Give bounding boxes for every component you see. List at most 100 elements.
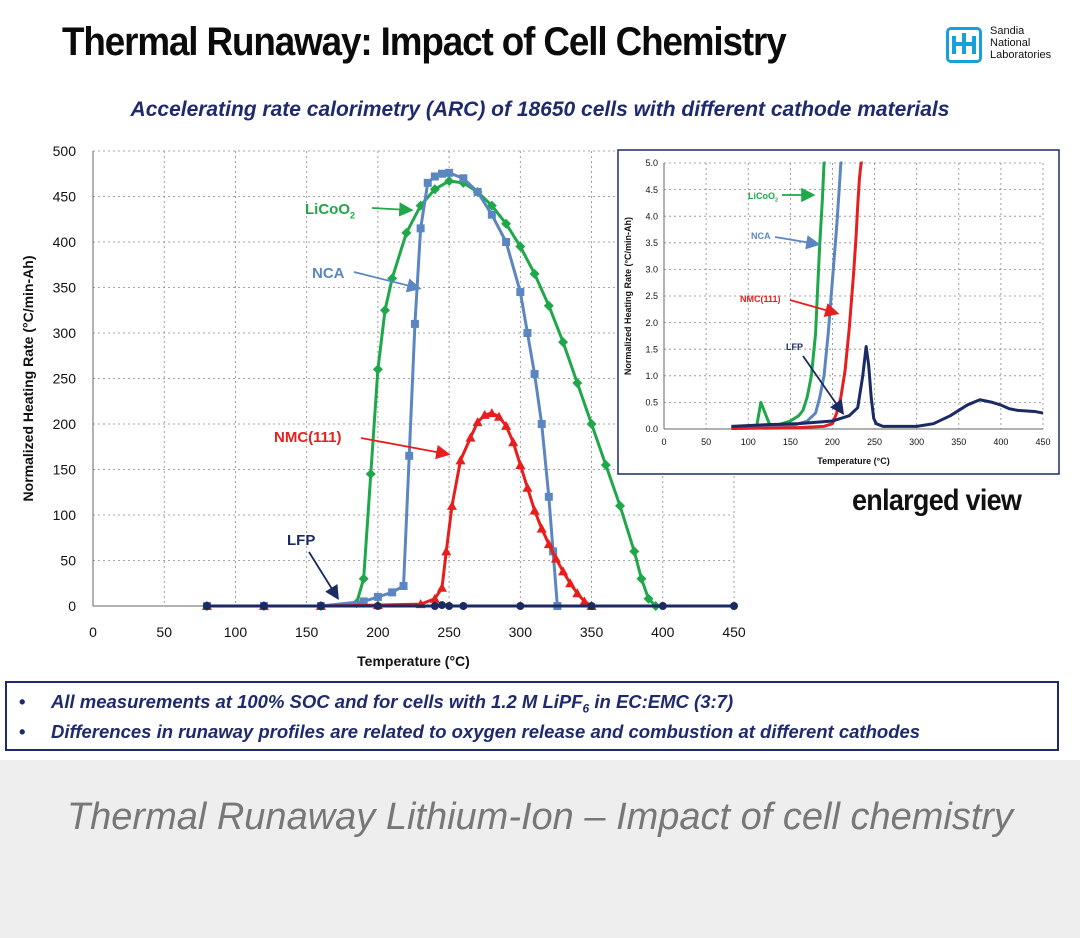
data-point <box>401 227 412 238</box>
image-caption: Thermal Runaway Lithium-Ion – Impact of … <box>66 796 1014 838</box>
data-point <box>615 500 626 511</box>
main-callout-licoo2-label: LiCoO2 <box>305 201 355 221</box>
data-point <box>399 581 408 590</box>
data-point <box>558 337 569 348</box>
x-tick-label: 350 <box>951 437 966 447</box>
data-point <box>487 210 496 219</box>
inset-callout-nca-label: NCA <box>751 231 771 241</box>
data-point <box>429 593 440 603</box>
x-tick-label: 300 <box>909 437 924 447</box>
y-tick-label: 0.5 <box>645 398 658 408</box>
data-point <box>446 500 457 510</box>
inset-callout-lfp-label: LFP <box>786 342 803 352</box>
data-point <box>565 578 576 588</box>
data-point <box>416 224 425 233</box>
data-point <box>629 546 640 557</box>
sandia-logo-text: Sandia National Laboratories <box>990 25 1052 61</box>
data-point <box>586 419 597 429</box>
data-point <box>445 168 454 177</box>
data-point <box>444 176 455 187</box>
data-point <box>536 523 547 533</box>
y-tick-label: 2.0 <box>645 318 658 328</box>
y-tick-label: 1.5 <box>645 344 658 354</box>
chart-inset: 0 50 100 150 200 250 300 350 400 450 0.0 0.5 1.0 1.5 2… <box>617 149 1060 475</box>
data-point <box>515 459 526 469</box>
x-tick-label: 350 <box>580 624 604 640</box>
x-tick-label: 200 <box>825 437 840 447</box>
data-point <box>373 592 382 601</box>
y-tick-label: 350 <box>53 279 77 295</box>
y-tick-label: 4.0 <box>645 211 658 221</box>
slide-subtitle: Accelerating rate calorimetry (ARC) of 1… <box>130 98 950 121</box>
main-callout-nca-label: NCA <box>312 265 345 282</box>
data-point <box>423 178 432 187</box>
data-point <box>516 288 525 297</box>
y-tick-label: 3.5 <box>645 238 658 248</box>
x-tick-label: 250 <box>437 624 461 640</box>
x-axis-label: Temperature (°C) <box>357 653 470 669</box>
data-point <box>445 602 454 610</box>
x-tick-label: 100 <box>224 624 248 640</box>
x-tick-label: 150 <box>783 437 798 447</box>
sandia-logo-icon <box>946 27 982 63</box>
data-point <box>515 241 526 252</box>
data-point <box>436 582 447 592</box>
data-point <box>358 573 369 584</box>
data-point <box>543 300 554 311</box>
data-point <box>572 378 583 389</box>
data-point <box>405 451 414 460</box>
data-point <box>501 420 512 430</box>
data-point <box>537 420 546 428</box>
inset-callout-nmc111-label: NMC(111) <box>740 294 781 304</box>
data-point <box>522 482 533 492</box>
data-point <box>202 602 211 610</box>
x-tick-label: 450 <box>722 624 746 640</box>
y-tick-label: 450 <box>53 188 77 204</box>
x-tick-label: 300 <box>509 624 533 640</box>
y-tick-label: 0.0 <box>645 424 658 434</box>
y-tick-label: 300 <box>53 325 77 341</box>
data-point <box>388 588 397 597</box>
data-point <box>530 369 539 378</box>
series-line <box>206 171 559 608</box>
data-point <box>486 408 497 418</box>
inset-callout-lfp-arrow <box>802 355 845 415</box>
x-tick-label: 0 <box>89 624 97 640</box>
y-axis-label: Normalized Heating Rate (°C/min-Ah) <box>20 256 36 502</box>
sandia-logo: Sandia National Laboratories <box>946 25 1066 69</box>
main-callout-nca-arrow <box>353 271 422 293</box>
data-point <box>359 597 368 606</box>
data-point <box>465 432 476 442</box>
x-tick-label: 400 <box>651 624 675 640</box>
data-point <box>472 417 483 427</box>
x-tick-label: 0 <box>661 437 666 447</box>
data-point <box>437 601 446 610</box>
series-nca <box>202 168 562 610</box>
y-tick-label: 50 <box>60 552 76 568</box>
data-point <box>508 437 519 447</box>
chart-canvas: 0 50 100 150 200 250 300 350 400 450 0 50 100 150 200 2… <box>20 143 1060 669</box>
data-point <box>587 602 596 610</box>
data-point <box>430 172 439 181</box>
data-point <box>529 505 540 515</box>
data-point <box>455 455 466 465</box>
y-axis-label: Normalized Heating Rate (°C/min-Ah) <box>623 217 633 375</box>
data-point <box>459 602 468 610</box>
data-point <box>544 492 553 501</box>
x-tick-label: 50 <box>701 437 711 447</box>
data-point <box>441 546 452 556</box>
main-callout-nmc111-label: NMC(111) <box>274 429 342 446</box>
enlarged-view-label: enlarged view <box>852 484 1022 517</box>
y-tick-label: 200 <box>53 416 77 432</box>
data-point <box>550 553 561 563</box>
y-tick-label: 5.0 <box>645 158 658 168</box>
main-callout-lfp-label: LFP <box>287 532 315 549</box>
notes-box: • All measurements at 100% SOC and for ce… <box>5 681 1059 751</box>
data-point <box>636 573 647 584</box>
data-point <box>373 602 382 610</box>
note-bullet: • <box>19 721 26 742</box>
caption-area: Thermal Runaway Lithium-Ion – Impact of … <box>0 760 1080 938</box>
series-lfp <box>731 345 1044 428</box>
note-1: • All measurements at 100% SOC and for ce… <box>19 691 734 716</box>
data-point <box>529 268 540 279</box>
